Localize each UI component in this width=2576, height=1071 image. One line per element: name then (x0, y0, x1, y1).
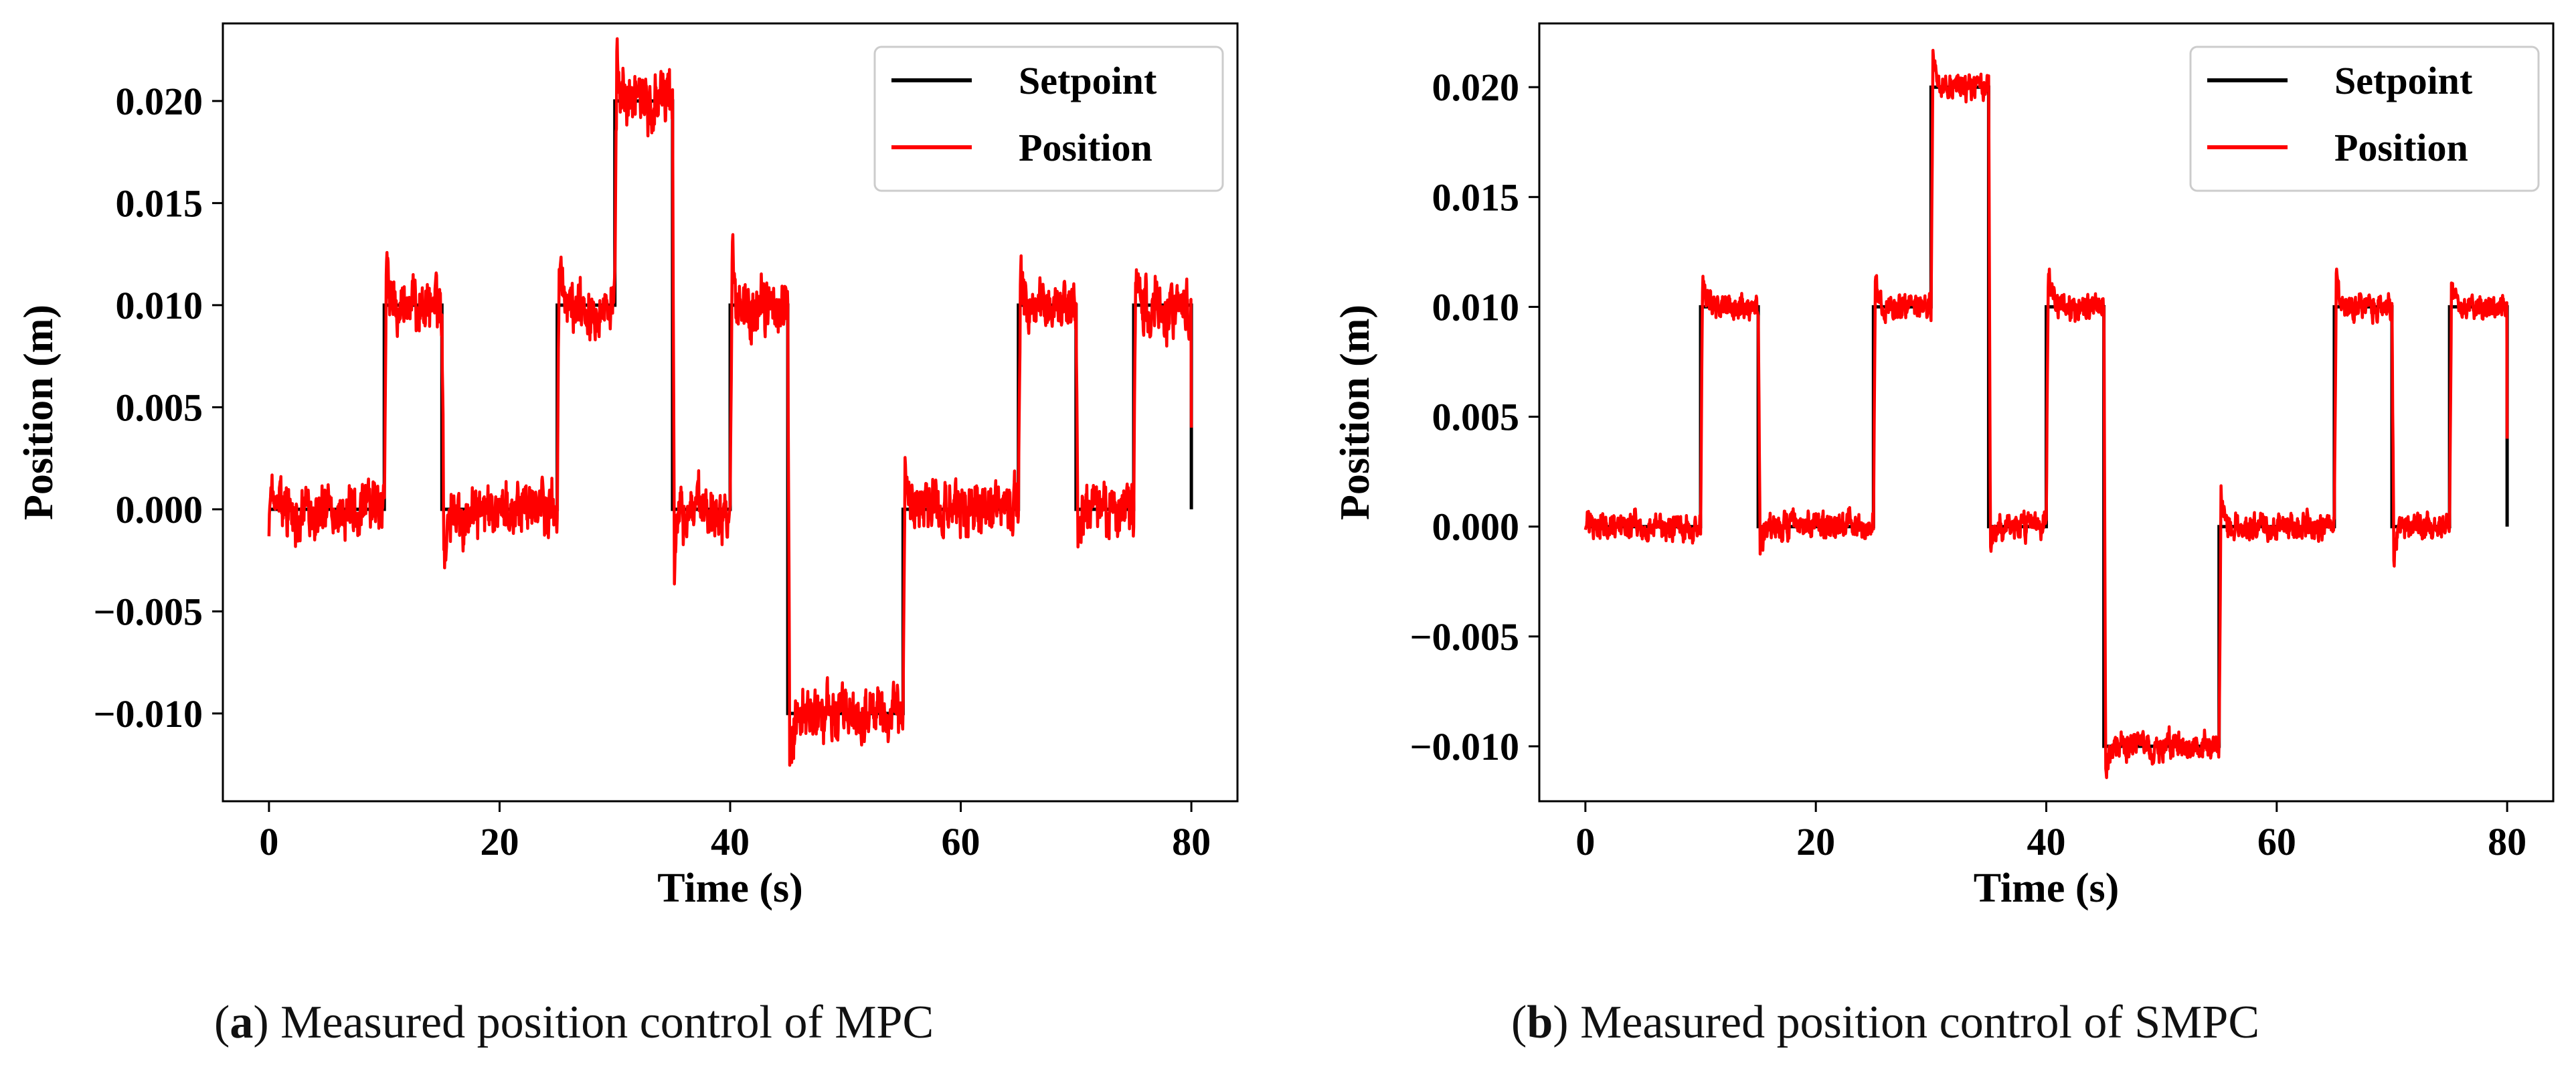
y-tick-label-a-1: −0.005 (93, 590, 203, 633)
y-tick-label-b-6: 0.020 (1432, 66, 1520, 109)
caption-a-text: Measured position control of MPC (280, 997, 934, 1048)
series-setpoint-a (268, 99, 1193, 716)
caption-b: (b) Measured position control of SMPC (1511, 997, 2260, 1048)
x-axis-label-b: Time (s) (1974, 866, 2120, 911)
plot-frame-a (222, 22, 1239, 803)
x-tick-label-a-0: 0 (259, 820, 278, 863)
caption-b-tag: b (1527, 997, 1553, 1048)
x-tick-label-b-4: 80 (2488, 820, 2526, 863)
y-tick-label-b-3: 0.005 (1432, 396, 1520, 439)
chart-b: 0 20 40 60 80 −0.010 −0.005 0.000 0.005 0.010 0.01… (1333, 22, 2555, 911)
caption-a-tag: a (230, 997, 254, 1048)
y-tick-label-b-4: 0.010 (1432, 285, 1520, 329)
y-axis-label-a: Position (m) (16, 305, 62, 520)
y-tick-label-a-6: 0.020 (116, 80, 203, 123)
x-tick-label-b-1: 20 (1796, 820, 1835, 863)
y-tick-label-b-2: 0.000 (1432, 505, 1520, 549)
x-tick-label-a-3: 60 (942, 820, 980, 863)
x-tick-label-b-0: 0 (1575, 820, 1595, 863)
caption-b-text: Measured position control of SMPC (1580, 997, 2260, 1048)
y-axis-label-b: Position (m) (1333, 305, 1378, 520)
legend-label-b-1: Position (2334, 126, 2468, 169)
x-tick-label-b-3: 60 (2257, 820, 2296, 863)
series-position-b (1583, 48, 2509, 779)
legend-b: Setpoint Position (2189, 46, 2540, 192)
y-tick-label-b-5: 0.015 (1432, 175, 1520, 219)
x-tick-label-a-2: 40 (711, 820, 750, 863)
legend-label-a-0: Setpoint (1019, 59, 1157, 102)
series-position-a (267, 37, 1193, 767)
y-tick-label-a-2: 0.000 (116, 488, 203, 531)
x-tick-label-b-2: 40 (2027, 820, 2066, 863)
chart-a: 0 20 40 60 80 −0.010 −0.005 0.000 0.005 0.010 0.01… (16, 22, 1239, 911)
legend-label-b-0: Setpoint (2334, 59, 2473, 102)
y-tick-label-b-0: −0.010 (1409, 725, 1519, 768)
y-tick-label-a-5: 0.015 (116, 181, 203, 225)
y-tick-label-a-0: −0.010 (93, 692, 203, 736)
caption-a: (a) Measured position control of MPC (214, 997, 934, 1048)
x-axis-label-a: Time (s) (657, 866, 803, 911)
y-tick-label-a-4: 0.010 (116, 284, 203, 327)
x-tick-label-a-4: 80 (1172, 820, 1211, 863)
legend-label-a-1: Position (1019, 126, 1152, 169)
y-tick-label-b-1: −0.005 (1409, 615, 1519, 659)
y-tick-label-a-3: 0.005 (116, 386, 203, 429)
x-tick-label-a-1: 20 (480, 820, 519, 863)
plot-frame-b (1538, 22, 2555, 803)
legend-a: Setpoint Position (873, 46, 1224, 192)
series-setpoint-b (1585, 85, 2509, 748)
